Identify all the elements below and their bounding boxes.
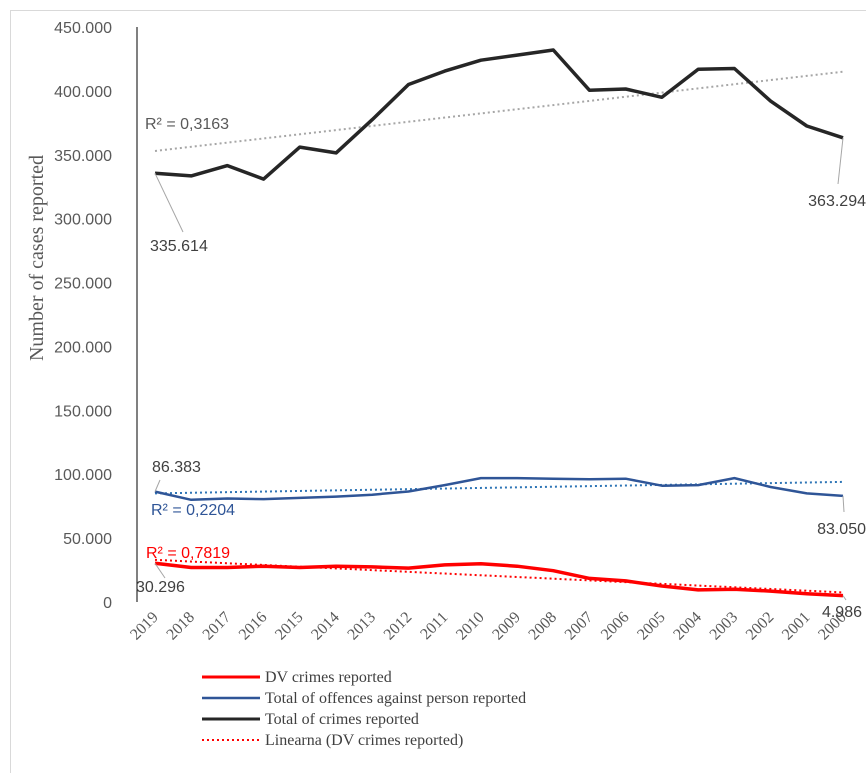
x-tick-label: 2015 (272, 609, 307, 644)
data-label-total-last: 363.294 (808, 193, 866, 210)
x-tick-label: 2001 (779, 609, 814, 644)
x-tick-label: 2005 (634, 609, 669, 644)
data-label-dv-first: 30.296 (136, 579, 185, 596)
x-tick-label: 2019 (127, 609, 162, 644)
x-tick-label: 2012 (381, 609, 416, 644)
legend-label-dv-trend: Linearna (DV crimes reported) (265, 732, 463, 749)
y-tick-label: 200.000 (54, 339, 112, 356)
y-tick-label: 450.000 (54, 20, 112, 37)
trendline (154, 70, 844, 152)
chart-frame (10, 10, 866, 773)
data-label-person-first: 86.383 (152, 459, 201, 476)
r2-label-dv: R² = 0,7819 (146, 545, 230, 562)
x-tick-label: 2003 (707, 609, 742, 644)
x-tick-label: 2018 (163, 609, 198, 644)
series-line (154, 476, 844, 502)
x-tick-label: 2010 (453, 609, 488, 644)
leader-line (154, 479, 161, 492)
series-line (154, 561, 844, 598)
x-tick-label: 2007 (562, 609, 597, 644)
gridlines (137, 26, 843, 539)
y-tick-label: 150.000 (54, 403, 112, 420)
x-tick-label: 2014 (308, 609, 343, 644)
y-tick-label: 0 (103, 595, 112, 612)
x-tick-labels: 2019 2018 2017 2016 2015 2014 2013 2012 2011 2010… (127, 609, 850, 644)
series-line (154, 48, 844, 181)
leader-line (842, 595, 847, 601)
x-tick-label: 2017 (200, 609, 235, 644)
y-tick-label: 50.000 (63, 531, 112, 548)
data-label-dv-last: 4.986 (822, 604, 862, 621)
trendlines (154, 70, 844, 594)
y-tick-label: 250.000 (54, 276, 112, 293)
x-tick-label: 2006 (598, 609, 633, 644)
y-tick-label: 350.000 (54, 148, 112, 165)
series-lines (154, 48, 844, 598)
y-tick-label: 300.000 (54, 212, 112, 229)
label-leader-lines (154, 137, 847, 601)
y-tick-label: 400.000 (54, 84, 112, 101)
x-tick-label: 2016 (236, 609, 271, 644)
data-label-person-last: 83.050 (817, 521, 866, 538)
x-tick-label: 2002 (743, 609, 778, 644)
x-tick-label: 2013 (344, 609, 379, 644)
legend-label-person: Total of offences against person reporte… (265, 690, 526, 707)
y-tick-labels: 0 50.000 100.000 150.000 200.000 250.000 300.0… (54, 20, 112, 612)
legend: DV crimes reported Total of offences aga… (202, 669, 526, 749)
y-axis-title: Number of cases reported (26, 155, 48, 361)
x-tick-label: 2008 (525, 609, 560, 644)
leader-line (154, 563, 166, 579)
leader-line (154, 172, 184, 233)
y-tick-label: 100.000 (54, 467, 112, 484)
legend-label-total: Total of crimes reported (265, 711, 419, 728)
data-label-total-first: 335.614 (150, 238, 208, 255)
leader-line (842, 495, 845, 513)
r2-label-total: R² = 0,3163 (145, 116, 229, 133)
leader-line (837, 137, 844, 185)
x-tick-label: 2011 (417, 609, 451, 643)
x-tick-label: 2004 (670, 609, 705, 644)
r2-label-person: R² = 0,2204 (151, 502, 235, 519)
trendline (154, 480, 844, 495)
legend-label-dv: DV crimes reported (265, 669, 392, 686)
x-tick-label: 2009 (489, 609, 524, 644)
